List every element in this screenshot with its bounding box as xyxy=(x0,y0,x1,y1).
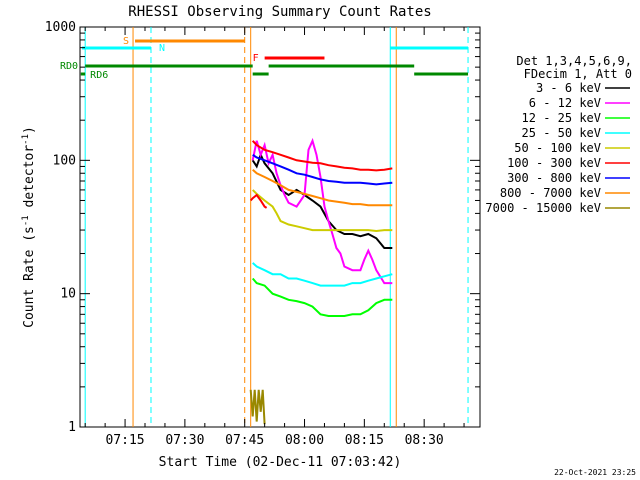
series-line xyxy=(249,389,266,425)
y-tick-label: 1000 xyxy=(45,20,76,35)
legend-label: 50 - 100 keV xyxy=(514,141,601,155)
legend-label: 300 - 800 keV xyxy=(507,171,601,185)
x-axis-label: Start Time (02-Dec-11 07:03:42) xyxy=(159,455,402,470)
plot-frame xyxy=(79,26,481,428)
x-tick-label: 08:30 xyxy=(405,433,444,448)
x-tick-label: 07:45 xyxy=(225,433,264,448)
series-line xyxy=(251,189,393,233)
series-line xyxy=(251,140,393,172)
flag-bars: S N F RD0 RD6 xyxy=(60,36,469,81)
series-line xyxy=(251,137,393,285)
legend-label: 3 - 6 keV xyxy=(536,81,601,95)
flag-label: RD6 xyxy=(90,70,108,81)
legend-label: 100 - 300 keV xyxy=(507,156,601,170)
series-line xyxy=(252,262,393,287)
series-group xyxy=(249,137,393,425)
x-tick-label: 08:00 xyxy=(285,433,324,448)
legend-label: 7000 - 15000 keV xyxy=(485,201,601,215)
legend-header-line1: Det 1,3,4,5,6,9, xyxy=(516,54,632,68)
chart-title: RHESSI Observing Summary Count Rates xyxy=(128,4,431,20)
y-axis-label: Count Rate (s-1 detector-1) xyxy=(21,126,37,328)
flag-label: N xyxy=(159,43,165,54)
flag-label: S xyxy=(123,36,129,47)
legend-label: 800 - 7000 keV xyxy=(500,186,601,200)
legend-label: 12 - 25 keV xyxy=(522,111,601,125)
series-line xyxy=(249,193,268,209)
series-line xyxy=(251,277,393,317)
y-tick-label: 1 xyxy=(68,420,76,435)
x-tick-label: 07:30 xyxy=(165,433,204,448)
series-line xyxy=(252,153,393,186)
series-line xyxy=(251,152,393,249)
axes-group: 1 10 100 1000 07:15 07:30 07:45 08:00 08:15 08:30 xyxy=(45,20,480,448)
series-line xyxy=(252,168,393,207)
x-tick-label: 07:15 xyxy=(105,433,144,448)
flag-label: RD0 xyxy=(60,61,78,72)
y-tick-label: 100 xyxy=(53,153,76,168)
x-tick-label: 08:15 xyxy=(345,433,384,448)
footer-date: 22-Oct-2021 23:25 xyxy=(554,468,636,477)
legend-header-line2: FDecim 1, Att 0 xyxy=(524,67,632,81)
legend-label: 6 - 12 keV xyxy=(529,96,601,110)
legend-label: 25 - 50 keV xyxy=(522,126,601,140)
y-tick-label: 10 xyxy=(60,287,76,302)
flag-label: F xyxy=(253,53,259,64)
vertical-markers xyxy=(84,27,469,427)
